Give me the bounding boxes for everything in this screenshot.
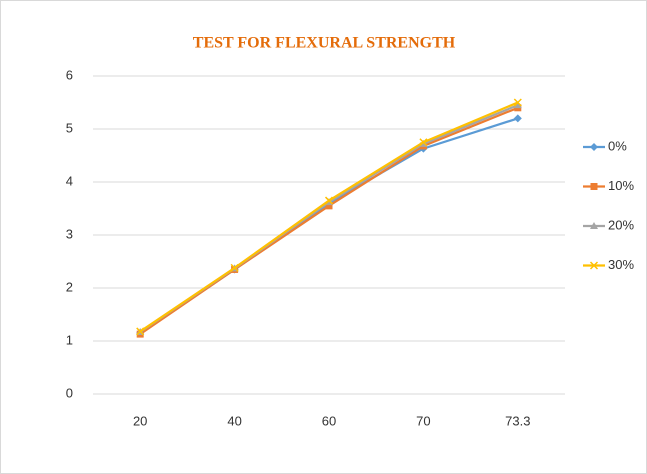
chart-title: TEST FOR FLEXURAL STRENGTH [193,35,456,52]
x-tick-label: 40 [227,413,241,428]
legend-marker [590,183,598,190]
marker [230,263,239,272]
legend-label: 10% [608,178,634,193]
y-tick-label: 2 [66,279,73,294]
x-tick-label: 60 [322,413,336,428]
legend-label: 30% [608,257,634,272]
marker [136,327,145,336]
legend-marker [590,222,598,229]
marker [513,101,522,109]
marker [325,202,333,210]
legend-marker [590,143,598,151]
marker [513,114,522,123]
x-tick-label: 70 [416,413,430,428]
x-tick-label: 20 [133,413,147,428]
y-tick-label: 1 [66,332,73,347]
y-tick-label: 0 [66,385,73,400]
legend-label: 0% [608,138,627,153]
legend-label: 20% [608,217,634,232]
y-tick-label: 6 [66,67,73,82]
marker [324,196,334,205]
y-tick-label: 3 [66,226,73,241]
marker [513,98,522,107]
marker [419,138,428,147]
y-tick-label: 4 [66,173,73,188]
legend-marker [589,261,599,270]
y-tick-label: 5 [66,120,73,135]
x-tick-label: 73.3 [505,413,530,428]
